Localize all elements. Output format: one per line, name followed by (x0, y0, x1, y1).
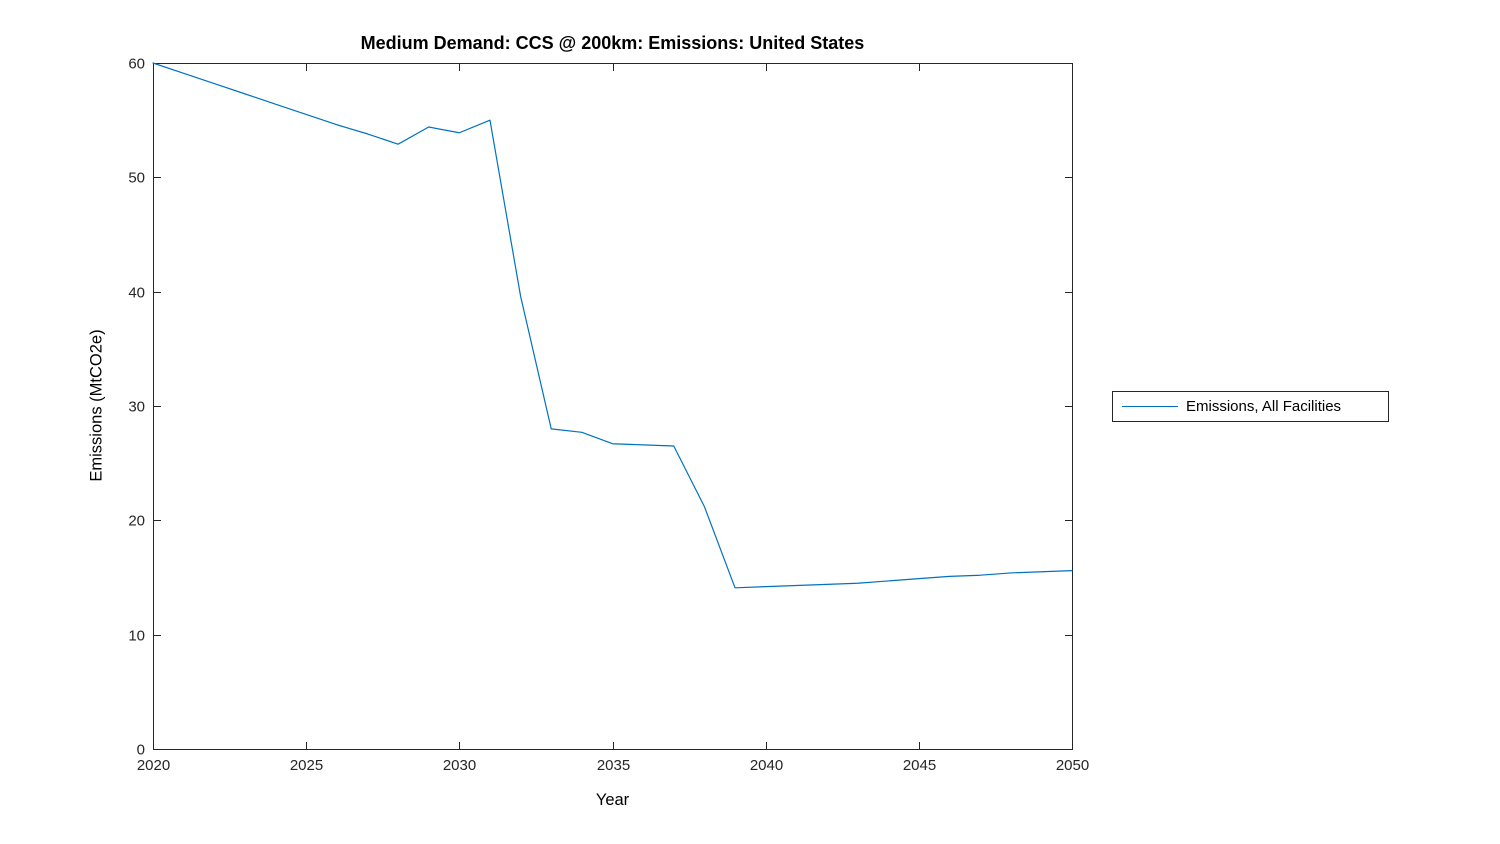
x-tick-label: 2020 (137, 757, 170, 774)
emissions-line (152, 62, 1073, 589)
y-tick-label: 0 (137, 742, 145, 759)
x-tick-label: 2035 (597, 757, 630, 774)
x-tick-label: 2025 (290, 757, 323, 774)
x-tick-label: 2030 (443, 757, 476, 774)
legend-label: Emissions, All Facilities (1186, 398, 1342, 415)
axes-box (153, 63, 1073, 750)
y-tick-label: 30 (128, 399, 145, 416)
x-tick-label: 2045 (903, 757, 936, 774)
x-tick-label: 2050 (1056, 757, 1089, 774)
y-tick-label: 20 (128, 513, 145, 530)
legend: Emissions, All Facilities (1112, 391, 1389, 422)
x-tick-label: 2040 (750, 757, 783, 774)
x-axis-label: Year (595, 791, 630, 809)
y-tick-label: 60 (128, 56, 145, 73)
legend-line-sample (1122, 406, 1178, 407)
chart-title: Medium Demand: CCS @ 200km: Emissions: U… (360, 33, 865, 53)
y-tick-label: 10 (128, 628, 145, 645)
y-axis-label: Emissions (MtCO2e) (87, 329, 106, 482)
y-tick-label: 40 (128, 285, 145, 302)
y-tick-label: 50 (128, 170, 145, 187)
